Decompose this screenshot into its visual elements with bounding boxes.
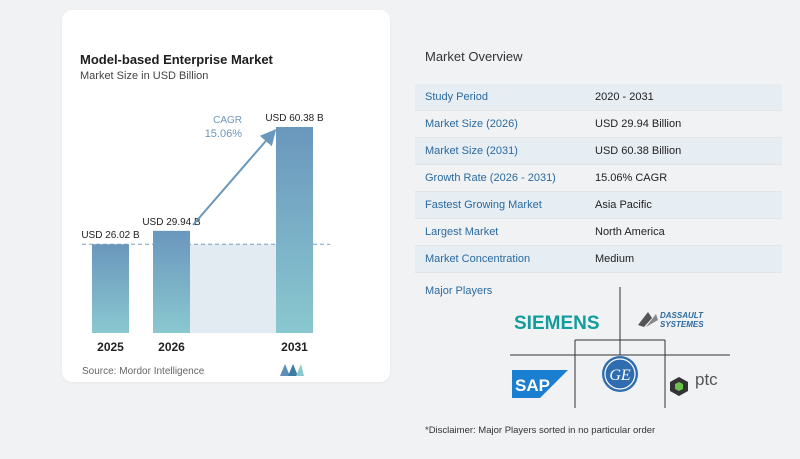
mordor-intelligence-logo [280, 364, 304, 376]
overview-row: Growth Rate (2026 - 2031) 15.06% CAGR [415, 165, 782, 192]
market-overview-title: Market Overview [425, 49, 523, 64]
dassault-systemes-logo: DASSAULT SYSTEMES [638, 311, 704, 329]
bar-2031 [276, 127, 313, 333]
overview-row: Market Concentration Medium [415, 246, 782, 273]
overview-row: Study Period 2020 - 2031 [415, 84, 782, 111]
svg-text:SAP: SAP [515, 376, 550, 395]
svg-text:GE: GE [609, 367, 631, 384]
overview-row-label: Market Concentration [425, 253, 531, 265]
category-label: 2031 [281, 340, 308, 354]
overview-row-value: Asia Pacific [595, 199, 652, 211]
overview-row: Market Size (2031) USD 60.38 Billion [415, 138, 782, 165]
overview-row-label: Market Size (2031) [425, 145, 518, 157]
siemens-logo: SIEMENS [514, 313, 600, 334]
category-label: 2025 [97, 340, 124, 354]
cagr-label: CAGR [213, 115, 242, 126]
bar-chart: USD 26.02 B 2025 USD 29.94 B 2026 USD 60.38 … [81, 113, 330, 354]
chart-source: Source: Mordor Intelligence [82, 366, 205, 377]
overview-row-value: USD 60.38 Billion [595, 145, 682, 157]
ptc-logo-text: ptc [695, 370, 718, 389]
category-label: 2026 [158, 340, 185, 354]
market-overview-table: Study Period 2020 - 2031 Market Size (2026… [415, 84, 782, 273]
overview-row-value: North America [595, 226, 665, 238]
overview-row: Fastest Growing Market Asia Pacific [415, 192, 782, 219]
overview-row-value: 2020 - 2031 [595, 91, 654, 103]
overview-row-label: Fastest Growing Market [425, 199, 542, 211]
overview-row-label: Largest Market [425, 226, 499, 238]
overview-row-label: Growth Rate (2026 - 2031) [425, 172, 556, 184]
overview-row-value: 15.06% CAGR [595, 172, 668, 184]
ptc-logo [670, 377, 688, 396]
cagr-value: 15.06% [205, 128, 243, 140]
bar-value-label: USD 29.94 B [142, 217, 201, 228]
cagr-arrow [192, 128, 277, 226]
ge-logo: GE [602, 356, 638, 392]
disclaimer: *Disclaimer: Major Players sorted in no … [425, 425, 656, 436]
overview-row-label: Study Period [425, 91, 488, 103]
major-players-title: Major Players [425, 285, 493, 297]
bar-2026 [153, 230, 190, 333]
overview-row-value: Medium [595, 253, 635, 265]
bar-value-label: USD 60.38 B [265, 113, 324, 124]
overview-row: Market Size (2026) USD 29.94 Billion [415, 111, 782, 138]
sap-logo: SAP [512, 370, 568, 398]
overview-row-value: USD 29.94 Billion [595, 118, 682, 130]
bar-value-label: USD 26.02 B [81, 230, 140, 241]
chart-title: Model-based Enterprise Market [80, 52, 273, 67]
overview-row: Largest Market North America [415, 219, 782, 246]
reference-band [190, 244, 276, 333]
bar-2025 [92, 244, 129, 333]
svg-text:DASSAULT: DASSAULT [660, 311, 704, 320]
chart-subtitle: Market Size in USD Billion [80, 70, 209, 82]
overview-row-label: Market Size (2026) [425, 118, 518, 130]
svg-text:SYSTEMES: SYSTEMES [660, 320, 704, 329]
